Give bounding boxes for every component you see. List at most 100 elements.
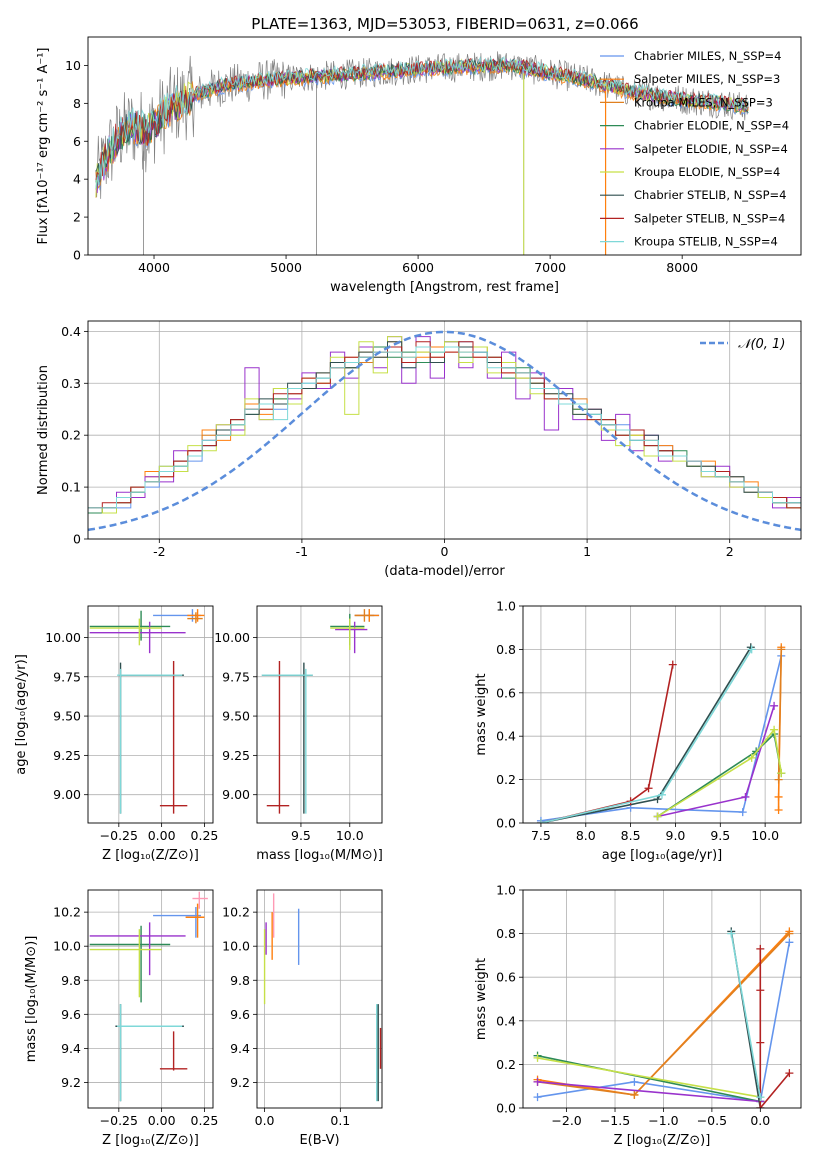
data-point — [117, 668, 183, 814]
y-tick-label: 9.75 — [53, 669, 81, 684]
y-tick-label: 0.3 — [61, 376, 81, 391]
x-tick-label: 8.0 — [576, 828, 596, 843]
y-tick-label: 9.4 — [230, 1041, 250, 1056]
y-axis-label: Normed distribution — [36, 365, 51, 495]
x-tick-label: 0.1 — [330, 1113, 350, 1128]
y-tick-label: 9.50 — [222, 709, 250, 724]
y-tick-label: 0.2 — [496, 1057, 516, 1072]
y-tick-label: 9.2 — [61, 1075, 81, 1090]
x-tick-label: 10.0 — [336, 828, 364, 843]
x-axis-label: mass [log₁₀(M/M⊙)] — [256, 848, 383, 863]
y-tick-label: 0.4 — [496, 729, 516, 744]
normal-curve — [88, 330, 801, 532]
data-point — [159, 661, 188, 814]
x-axis-label: Z [log₁₀(Z/Z⊙)] — [614, 1133, 711, 1148]
plot-weight_vs_Z: −2.0 −1.5 −1.0 −0.5 0.0 0.0 0.2 0.4 0.6 0.8 1.0 Z [… — [474, 883, 802, 1148]
legend: 𝒩(0, 1) — [700, 337, 785, 352]
y-tick-label: 0.8 — [496, 926, 516, 941]
y-tick-label: 10.2 — [53, 905, 81, 920]
weight-marker — [658, 790, 666, 799]
weight-marker — [756, 986, 765, 995]
plot-age_vs_Z: −0.25 0.00 0.25 9.00 9.25 9.50 9.75 10.00 Z [log… — [14, 605, 218, 863]
weight-marker — [747, 645, 756, 654]
y-axis-label: mass [log₁₀(M/M⊙)] — [24, 936, 39, 1063]
y-tick-label: 0.2 — [61, 428, 81, 443]
x-tick-label: −2.0 — [551, 1113, 581, 1128]
plot-residuals: -2 -1 0 1 2 0 0.1 0.2 0.3 0.4 (data-model)/error No… — [36, 320, 802, 579]
histogram-step — [88, 336, 801, 514]
axes-frame — [522, 605, 802, 824]
error-bars — [89, 891, 208, 1102]
model-spectrum-line — [95, 58, 749, 198]
plot-spectrum: 4000 5000 6000 7000 8000 0 2 4 6 8 10 wavelength [A… — [36, 15, 802, 295]
legend-entry: Kroupa STELIB, N_SSP=4 — [634, 235, 778, 249]
legend-entry: Chabrier MILES, N_SSP=4 — [634, 49, 781, 63]
y-tick-label: 0 — [73, 248, 81, 263]
x-tick-label: 8.5 — [621, 828, 641, 843]
y-axis-label: Flux [fλ10⁻¹⁷ erg cm⁻² s⁻¹ A⁻¹] — [36, 48, 51, 245]
x-tick-label: 6000 — [402, 260, 434, 275]
weight-marker — [653, 812, 662, 821]
weight-marker — [785, 929, 794, 938]
y-tick-label: 9.6 — [61, 1007, 81, 1022]
data-point — [89, 922, 186, 976]
weight-line — [730, 933, 762, 1098]
data-point — [261, 668, 313, 814]
weight-marker — [756, 1038, 765, 1047]
chart-title: PLATE=1363, MJD=53053, FIBERID=0631, z=0… — [251, 15, 638, 33]
x-tick-label: −1.0 — [648, 1113, 678, 1128]
axes-frame — [87, 889, 214, 1109]
weight-line — [540, 646, 752, 823]
histogram-step — [88, 336, 801, 514]
weight-line — [537, 1054, 761, 1103]
y-tick-label: 0.4 — [61, 324, 81, 339]
data-point — [89, 925, 171, 1003]
axes-frame — [87, 320, 802, 540]
data-point — [89, 929, 162, 998]
data-point — [89, 621, 186, 654]
y-tick-label: 4 — [73, 172, 81, 187]
legend-entry: Chabrier STELIB, N_SSP=4 — [634, 188, 786, 202]
weight-line — [657, 705, 775, 818]
data-point — [187, 612, 203, 624]
y-tick-label: 10.0 — [222, 939, 250, 954]
y-tick-label: 9.50 — [53, 709, 81, 724]
weight-marker — [630, 1090, 639, 1099]
spectrum-lines — [95, 51, 749, 255]
axes-frame — [522, 889, 802, 1109]
weight-marker — [533, 1053, 542, 1062]
weight-marker — [770, 701, 779, 710]
x-tick-label: 1 — [583, 544, 591, 559]
x-tick-label: 0.0 — [750, 1113, 770, 1128]
plot-mass_vs_ebv: 0.0 0.1 9.2 9.4 9.6 9.8 10.0 10.2 E(B-V) — [222, 889, 383, 1148]
data-point — [117, 1004, 183, 1102]
y-axis-label: age [log₁₀(age/yr)] — [14, 654, 29, 775]
x-axis-label: (data-model)/error — [384, 564, 505, 579]
data-point — [192, 891, 208, 909]
weight-marker — [756, 1104, 765, 1108]
y-axis-label: mass weight — [474, 673, 489, 755]
x-tick-label: 0.25 — [191, 1113, 219, 1128]
x-tick-label: 0.0 — [255, 1113, 275, 1128]
x-tick-label: 9.0 — [666, 828, 686, 843]
y-axis-label: mass weight — [474, 958, 489, 1040]
y-tick-label: 0.4 — [496, 1013, 516, 1028]
y-tick-label: 0.8 — [496, 642, 516, 657]
x-tick-label: 0.00 — [148, 1113, 176, 1128]
weight-marker — [727, 929, 736, 938]
x-tick-label: 2 — [726, 544, 734, 559]
y-tick-label: 0.2 — [496, 772, 516, 787]
legend-entry: Kroupa ELODIE, N_SSP=4 — [634, 165, 780, 179]
y-tick-label: 1.0 — [496, 883, 516, 898]
y-tick-label: 9.75 — [222, 669, 250, 684]
y-tick-label: 9.25 — [222, 748, 250, 763]
x-tick-label: −0.25 — [100, 828, 138, 843]
y-tick-label: 0.1 — [61, 480, 81, 495]
weight-marker — [756, 1093, 765, 1102]
weight-marker — [738, 808, 747, 817]
data-point — [185, 903, 205, 938]
weight-marker — [785, 938, 794, 947]
histogram-step — [88, 341, 801, 514]
data-point — [261, 662, 313, 814]
weight-lines — [536, 643, 786, 823]
